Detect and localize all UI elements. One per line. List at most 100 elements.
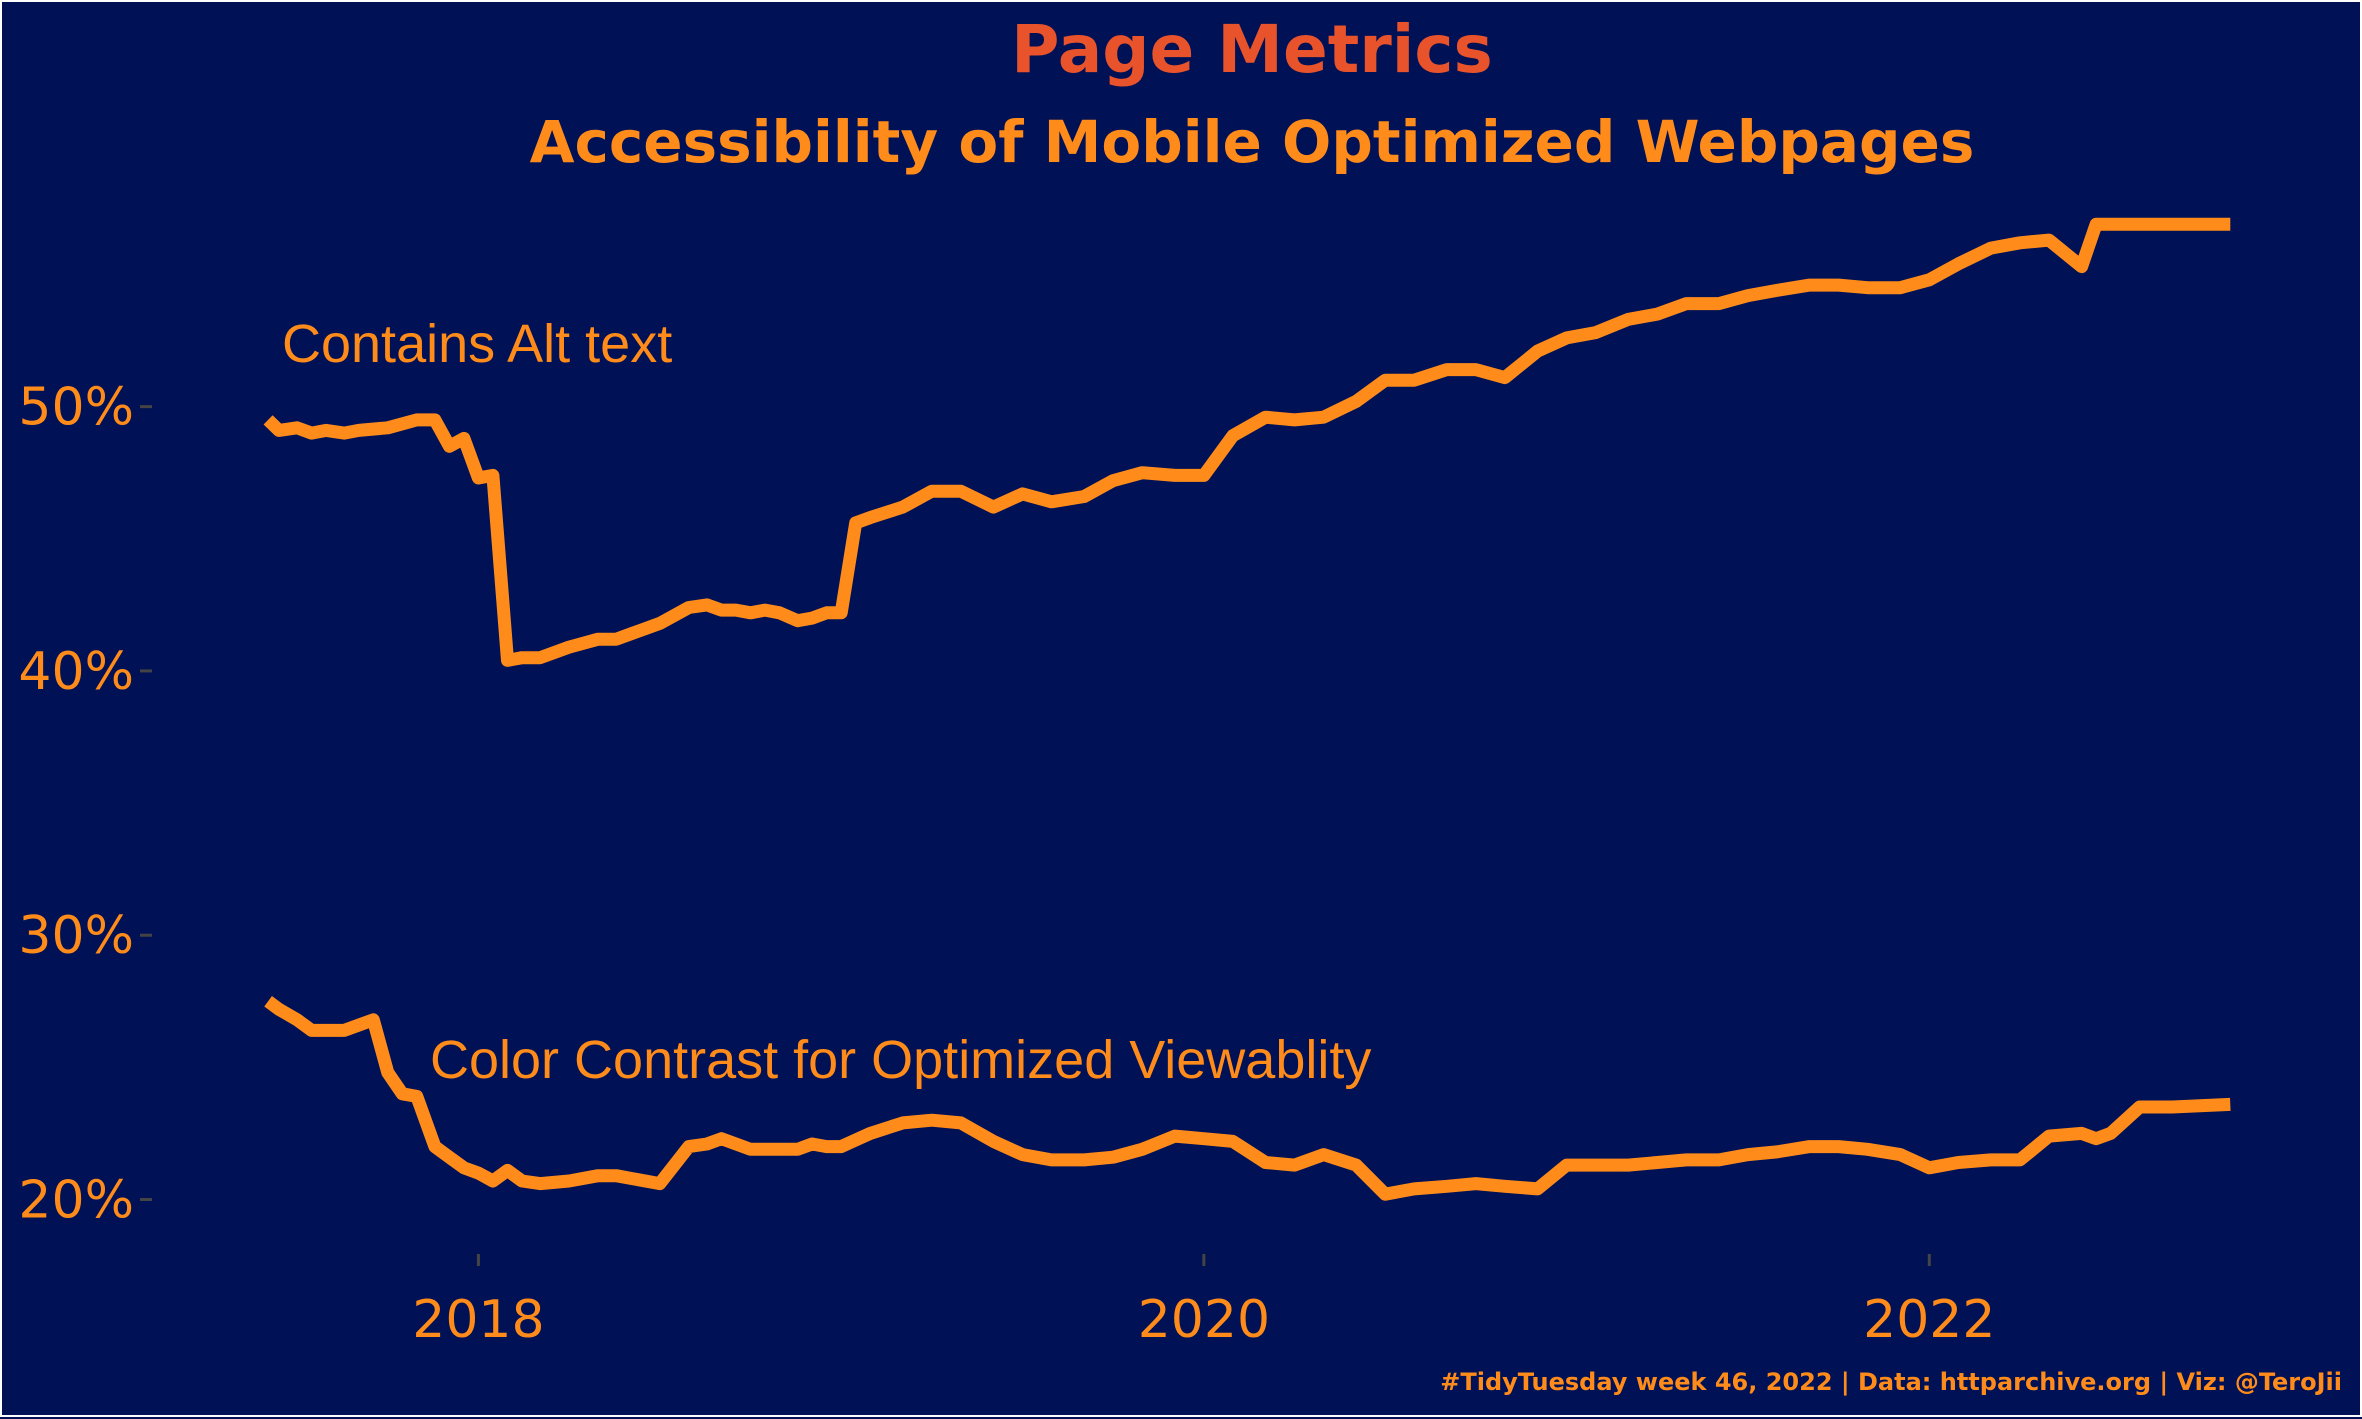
data-point [325, 1029, 327, 1031]
data-point [1776, 289, 1778, 291]
data-point [1265, 416, 1267, 418]
data-point [1566, 1164, 1568, 1166]
data-point [688, 607, 690, 609]
data-point [1051, 501, 1053, 503]
data-point [902, 1122, 904, 1124]
data-point [1957, 263, 1959, 265]
data-point [1022, 493, 1024, 495]
data-point [1112, 1156, 1114, 1158]
data-point [960, 1122, 962, 1124]
data-point [387, 1072, 389, 1074]
series-label-color-contrast: Color Contrast for Optimized Viewablity [430, 1030, 1371, 1090]
data-point [267, 419, 269, 421]
data-point [1294, 419, 1296, 421]
data-point [2171, 1106, 2173, 1108]
data-point [521, 657, 523, 659]
data-point [267, 1000, 269, 1002]
data-point [477, 477, 479, 479]
data-point [401, 1093, 403, 1095]
data-point [1809, 1146, 1811, 1148]
data-point [630, 633, 632, 635]
data-point [507, 659, 509, 661]
data-point [826, 612, 828, 614]
data-point [750, 612, 752, 614]
data-point [1595, 1164, 1597, 1166]
data-point [416, 1095, 418, 1097]
data-point [1083, 496, 1085, 498]
data-point [568, 1180, 570, 1182]
data-point [688, 1146, 690, 1148]
data-point [278, 429, 280, 431]
data-point [750, 1148, 752, 1150]
data-point [1355, 400, 1357, 402]
data-point [902, 506, 904, 508]
data-point [1203, 1138, 1205, 1140]
data-point [434, 419, 436, 421]
y-tick-label: 40% [18, 642, 134, 702]
data-point [1384, 379, 1386, 381]
data-point [811, 1143, 813, 1145]
data-point [1413, 379, 1415, 381]
data-point [1446, 1185, 1448, 1187]
data-point [993, 1140, 995, 1142]
data-point [358, 1024, 360, 1026]
data-point [1718, 1159, 1720, 1161]
chart-subtitle: Accessibility of Mobile Optimized Webpag… [530, 108, 1975, 176]
data-point [706, 1143, 708, 1145]
data-point [1413, 1188, 1415, 1190]
data-point [931, 490, 933, 492]
series-line-1 [264, 996, 2231, 1201]
y-tick-label: 50% [18, 378, 134, 438]
data-point [2048, 1135, 2050, 1137]
x-axis: 2018 2020 2022 [412, 1254, 1995, 1350]
data-point [1867, 1148, 1869, 1150]
data-point [597, 638, 599, 640]
data-point [343, 1029, 345, 1031]
chart-caption: #TidyTuesday week 46, 2022 | Data: httpa… [1440, 1368, 2342, 1396]
x-tick-label: 2022 [1863, 1290, 1995, 1350]
data-point [416, 419, 418, 421]
data-point [2171, 223, 2173, 225]
data-point [1747, 1154, 1749, 1156]
data-point [840, 1146, 842, 1148]
data-point [1174, 1135, 1176, 1137]
data-point [869, 1132, 871, 1134]
data-point [2110, 223, 2112, 225]
data-point [826, 1146, 828, 1148]
data-point [507, 1169, 509, 1171]
data-point [463, 437, 465, 439]
y-tick-label: 20% [18, 1171, 134, 1231]
data-point [797, 1148, 799, 1150]
data-point [1990, 1159, 1992, 1161]
data-point [1323, 1154, 1325, 1156]
data-point [492, 474, 494, 476]
data-point [1203, 474, 1205, 476]
data-point [1537, 1188, 1539, 1190]
data-point [2110, 1132, 2112, 1134]
data-point [960, 490, 962, 492]
data-point [840, 612, 842, 614]
data-point [1838, 1146, 1840, 1148]
data-point [1685, 303, 1687, 305]
data-point [1446, 369, 1448, 371]
data-point [1294, 1164, 1296, 1166]
x-tick-label: 2020 [1138, 1290, 1270, 1350]
data-point [434, 1146, 436, 1148]
data-point [735, 609, 737, 611]
y-tick-label: 30% [18, 906, 134, 966]
data-point [764, 609, 766, 611]
data-point [1718, 303, 1720, 305]
data-point [1323, 416, 1325, 418]
data-point [1475, 1183, 1477, 1185]
data-point [2048, 239, 2050, 241]
data-point [2019, 242, 2021, 244]
data-point [1566, 337, 1568, 339]
data-point [597, 1175, 599, 1177]
data-point [855, 522, 857, 524]
data-point [1141, 472, 1143, 474]
data-point [1141, 1148, 1143, 1150]
data-point [2081, 266, 2083, 268]
data-point [311, 1029, 313, 1031]
data-point [706, 604, 708, 606]
y-axis: 20% 30% 40% 50% [18, 378, 152, 1231]
